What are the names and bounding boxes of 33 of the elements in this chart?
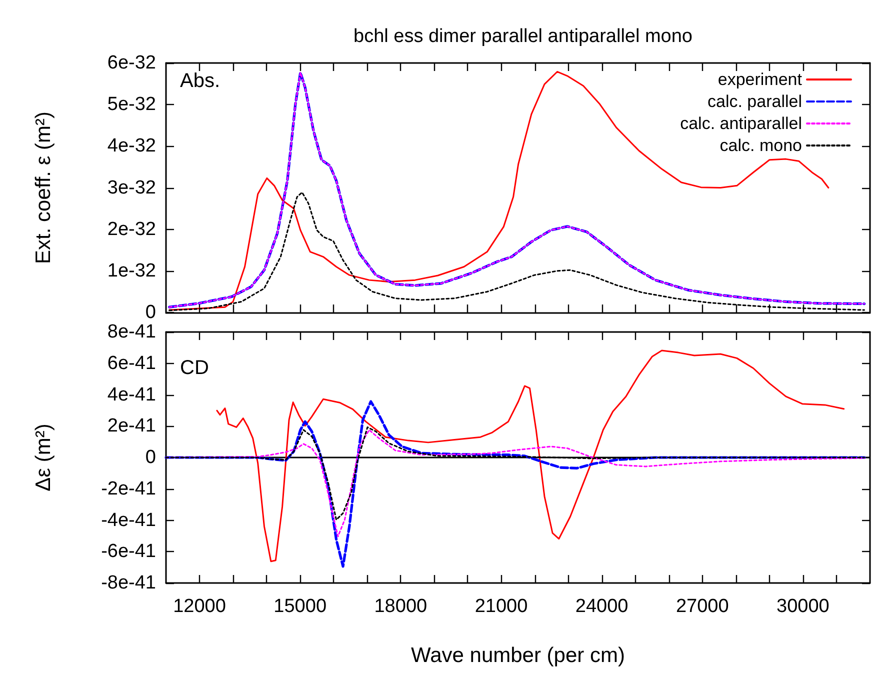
chart-title: bchl ess dimer parallel antiparallel mono: [353, 26, 693, 47]
y-tick-label: -2e-41: [101, 478, 156, 500]
y-tick-label: 2e-41: [107, 416, 156, 437]
legend-label: calc. parallel: [708, 92, 802, 111]
y-axis-title: Δε (m²): [32, 424, 55, 492]
y-tick-label: 4e-32: [107, 136, 156, 157]
x-tick-label: 30000: [776, 596, 830, 617]
y-tick-label: 6e-32: [107, 52, 156, 74]
y-tick-label: 2e-32: [107, 218, 156, 240]
annotation: Abs.: [180, 70, 220, 92]
y-tick-label: 0: [145, 447, 156, 468]
x-tick-label: 18000: [374, 596, 428, 617]
x-tick-label: 21000: [474, 596, 528, 617]
y-tick-label: -8e-41: [101, 572, 156, 594]
legend-label: calc. antiparallel: [680, 114, 802, 133]
y-tick-label: -4e-41: [101, 510, 156, 531]
y-tick-label: -6e-41: [101, 541, 156, 562]
y-tick-label: 3e-32: [107, 177, 156, 198]
y-axis-title: Ext. coeff. ε (m²): [32, 112, 55, 264]
x-axis-title: Wave number (per cm): [411, 644, 625, 667]
annotation: CD: [180, 357, 209, 379]
y-tick-label: 4e-41: [107, 384, 156, 406]
y-tick-label: 8e-41: [107, 322, 156, 342]
legend-label: experiment: [718, 70, 802, 89]
x-tick-label: 15000: [274, 596, 327, 617]
x-tick-label: 27000: [676, 596, 729, 617]
legend-label: calc. mono: [720, 136, 802, 155]
x-tick-label: 12000: [173, 596, 226, 617]
y-tick-label: 0: [145, 302, 156, 323]
y-tick-label: 1e-32: [107, 260, 156, 282]
y-tick-label: 5e-32: [107, 94, 156, 116]
y-tick-label: 6e-41: [107, 352, 156, 374]
x-tick-label: 24000: [575, 596, 628, 617]
